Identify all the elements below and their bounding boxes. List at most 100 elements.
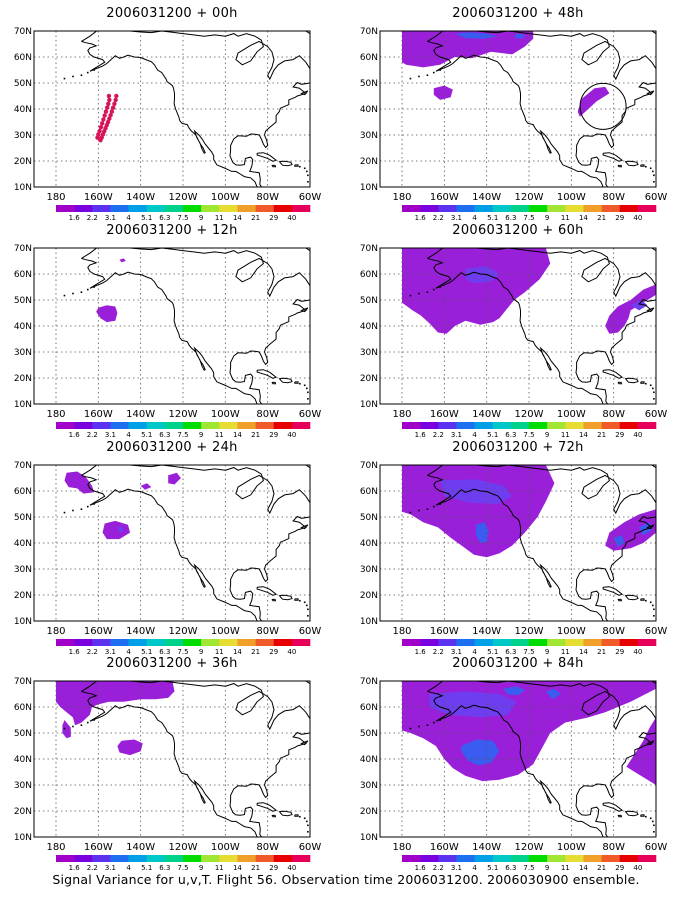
island-dot [426,291,429,293]
colorbar-segment [255,855,275,862]
colorbar-segment [146,639,166,646]
variance-region [503,686,525,696]
colorbar-segment [402,639,421,646]
colorbar-label: 21 [597,648,606,656]
colorbar-segment [510,855,530,862]
colorbar-label: 7.5 [177,431,188,439]
colorbar-label: 7.5 [523,431,534,439]
map-frame [33,247,311,405]
lat-label: 10N [360,833,378,843]
observation-circle [579,82,627,130]
lon-label: 140W [126,192,155,203]
colorbar-segment [565,639,584,646]
colorbar-segment [183,422,202,429]
lat-label: 40N [360,755,378,765]
colorbar-segment [219,639,238,646]
colorbar-label: 9 [545,648,549,656]
colorbar-segment [456,205,475,212]
lat-label: 20N [360,807,378,817]
colorbar-segment [164,205,184,212]
lon-label: 80W [602,192,625,203]
colorbar-segment [438,205,457,212]
colorbar-label: 11 [215,214,224,222]
island-dot [418,509,420,512]
lat-label: 40N [360,322,378,332]
lon-label: 60W [645,842,668,853]
colorbar-segment [547,639,566,646]
colorbar-segment [438,639,457,646]
panel-title: 2006031200 + 48h [452,6,584,21]
map-panel: 70N 60N 50N 40N 30N 20N 10N 180 160W 140W 120W 100W… [360,27,668,222]
lon-label: 120W [515,409,544,420]
island-dot [432,505,435,508]
colorbar-segment [92,639,111,646]
variance-region [62,720,71,739]
coastline [427,681,656,837]
colorbar-segment [601,422,621,429]
island-dot [86,721,89,724]
lon-label: 60W [299,626,322,637]
flight-track-point [106,101,111,107]
island-outline [319,296,326,308]
island-dot [299,599,301,602]
colorbar-label: 40 [287,648,296,656]
island-outline [646,524,655,530]
colorbar-label: 3.1 [105,864,116,872]
flight-track-point [109,109,115,114]
lon-label: 80W [256,626,279,637]
colorbar-segment [291,205,311,212]
island-outline [617,381,623,385]
island-dot [652,820,654,823]
variance-region [613,535,625,547]
colorbar-segment [183,639,202,646]
colorbar-segment [619,639,639,646]
variance-region [402,31,534,68]
colorbar-segment [529,855,548,862]
lat-label: 40N [14,539,32,549]
map-panel: 70N 60N 50N 40N 30N 20N 10N 180 160W 140W 120W 100W… [360,461,668,656]
colorbar-label: 4 [472,431,477,439]
colorbar-segment [74,639,93,646]
island-dot [653,824,655,827]
lon-label: 80W [256,409,279,420]
island-dot [86,71,89,74]
colorbar-segment [291,855,311,862]
island-dot [306,170,308,173]
colorbar-label: 9 [545,864,549,872]
lon-label: 160W [430,842,459,853]
lon-label: 140W [126,409,155,420]
island-dot [299,382,301,385]
lon-label: 60W [299,409,322,420]
flight-track-point [113,97,118,103]
island-outline [651,248,656,252]
colorbar-label: 14 [579,648,588,656]
island-outline [271,381,277,385]
lon-label: 160W [84,626,113,637]
colorbar-segment [74,205,93,212]
island-outline [294,164,299,167]
colorbar-segment [146,422,166,429]
island-dot [303,384,306,387]
colorbar-segment [273,205,293,212]
lat-label: 60N [360,703,378,713]
variance-region [433,85,453,100]
island-dot [93,719,95,721]
island-dot [653,174,655,177]
colorbar-segment [255,205,275,212]
colorbar-label: 6.3 [505,864,516,872]
colorbar-segment [92,422,111,429]
island-dot [439,503,441,505]
colorbar-label: 3.1 [105,214,116,222]
island-outline [640,381,645,384]
figure-caption: Signal Variance for u,v,T. Flight 56. Ob… [52,872,640,887]
colorbar-label: 1.6 [69,431,81,439]
island-dot [303,601,306,604]
lon-label: 140W [472,192,501,203]
colorbar-label: 11 [215,431,224,439]
lat-label: 50N [14,513,32,523]
island-dot [409,727,412,730]
island-outline [278,160,293,167]
colorbar-segment [291,639,311,646]
lat-label: 10N [360,183,378,193]
colorbar-segment [565,422,584,429]
